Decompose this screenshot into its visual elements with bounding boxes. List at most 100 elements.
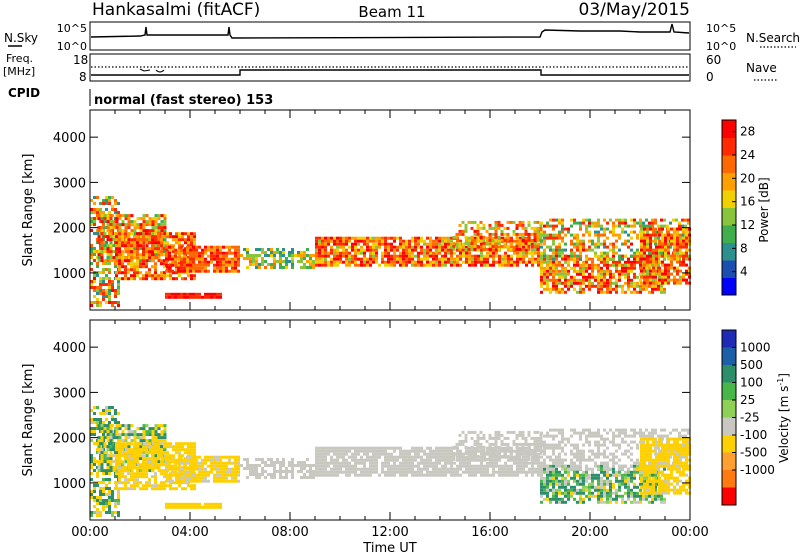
power-cell: [480, 257, 483, 261]
velocity-cell: [279, 461, 282, 464]
power-cell: [597, 236, 600, 240]
power-cell: [282, 260, 285, 263]
velocity-cell: [165, 479, 168, 483]
velocity-cell: [467, 451, 471, 455]
power-cell: [667, 254, 670, 258]
power-cell: [676, 236, 679, 240]
power-cell: [109, 241, 113, 245]
power-cell: [648, 263, 651, 267]
power-cell: [426, 251, 429, 255]
power-cell: [658, 281, 661, 285]
velocity-cell: [488, 442, 492, 446]
power-cell: [473, 247, 477, 251]
power-cell: [145, 220, 149, 224]
power-cell: [643, 257, 646, 261]
power-cell: [165, 269, 168, 273]
power-cell: [552, 218, 555, 222]
power-cell: [399, 257, 402, 261]
velocity-cell: [288, 461, 291, 464]
power-cell: [273, 257, 276, 260]
velocity-cell: [190, 451, 193, 455]
power-cell: [165, 263, 168, 267]
power-cell: [183, 260, 186, 264]
power-cell: [160, 229, 164, 233]
velocity-cell: [154, 484, 157, 488]
nsearch-label: N.Search: [746, 31, 800, 45]
power-cell: [679, 254, 682, 258]
velocity-cell: [100, 427, 104, 431]
velocity-cell: [100, 457, 104, 461]
velocity-cell: [513, 461, 516, 465]
velocity-cell: [207, 470, 210, 474]
power-cell: [414, 263, 417, 267]
velocity-cell: [90, 457, 93, 460]
velocity-cell: [121, 439, 125, 443]
velocity-cell: [124, 466, 127, 470]
velocity-cell: [417, 452, 420, 456]
velocity-cell: [372, 467, 375, 471]
power-cell: [643, 275, 646, 279]
velocity-cell: [444, 473, 447, 477]
velocity-cell: [115, 445, 118, 449]
power-cell: [615, 245, 618, 249]
power-cell: [234, 254, 237, 258]
power-cell: [100, 229, 104, 233]
velocity-cell: [157, 457, 160, 461]
power-cell: [633, 251, 636, 255]
power-cell: [255, 254, 258, 257]
velocity-cell: [333, 452, 336, 456]
power-cell: [676, 248, 679, 252]
power-cell: [486, 236, 489, 240]
power-cell: [175, 238, 178, 242]
velocity-cell: [108, 472, 111, 475]
power-cell: [494, 223, 498, 227]
power-cell: [527, 232, 531, 236]
power-cell: [561, 251, 564, 255]
power-cell: [237, 254, 240, 258]
power-cell: [234, 263, 237, 267]
velocity-cell: [516, 473, 519, 477]
velocity-cell: [117, 421, 120, 424]
velocity-cell: [450, 461, 453, 465]
power-cell: [339, 245, 342, 249]
velocity-cell: [237, 470, 240, 474]
velocity-cell: [139, 451, 142, 455]
power-cell: [348, 239, 351, 243]
power-cell: [467, 244, 471, 248]
power-cell: [612, 227, 615, 231]
velocity-cell: [142, 475, 145, 479]
velocity-cell: [195, 467, 198, 471]
velocity-cell: [381, 446, 384, 450]
power-cell: [115, 235, 118, 239]
power-cell: [633, 275, 636, 279]
velocity-cell: [115, 484, 118, 488]
power-cell: [661, 260, 664, 264]
velocity-cell: [186, 476, 189, 480]
velocity-cell: [157, 484, 160, 488]
power-cell: [339, 239, 342, 243]
power-cell: [103, 217, 107, 221]
velocity-cell: [231, 467, 234, 471]
power-cell: [512, 232, 516, 236]
power-cell: [500, 229, 504, 233]
power-cell: [168, 269, 171, 273]
power-cell: [297, 254, 300, 257]
velocity-cell: [470, 454, 474, 458]
power-cell: [175, 271, 178, 275]
velocity-cell: [103, 442, 107, 446]
power-cell: [624, 281, 627, 285]
power-cell: [429, 260, 432, 264]
power-cell: [172, 235, 175, 239]
power-cell: [679, 281, 682, 285]
power-cell: [661, 269, 664, 273]
power-cell: [369, 248, 372, 252]
power-cell: [165, 260, 168, 264]
power-cell: [519, 236, 522, 240]
power-cell: [115, 223, 119, 227]
power-cell: [570, 275, 573, 279]
power-cell: [594, 221, 597, 225]
power-cell: [133, 253, 136, 257]
velocity-cell: [399, 461, 402, 465]
velocity-cell: [441, 446, 444, 450]
